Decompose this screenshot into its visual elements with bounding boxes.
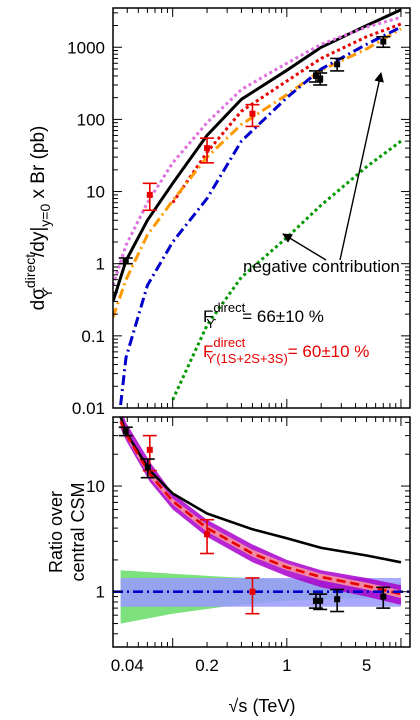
bottom-y-axis-label-line2: central CSM xyxy=(68,482,88,581)
bottom-data-point-6 xyxy=(313,593,328,611)
top-series-line-0 xyxy=(113,8,402,302)
f2-sup: direct xyxy=(213,335,245,350)
top-data-point-6-marker xyxy=(334,61,341,68)
top-data-point-3-marker xyxy=(249,110,256,117)
bottom-data-point-3 xyxy=(200,518,215,555)
top-series-line-4 xyxy=(119,25,402,406)
f1-val: = 66±10 % xyxy=(242,307,324,326)
top-data-point-7 xyxy=(376,35,391,49)
bottom-data-point-3-marker xyxy=(204,531,211,538)
x-tick-label: 5 xyxy=(362,656,371,675)
bottom-panel: 1 10 0.04 0.2 1 5 Ratio over central CSM √s (… xyxy=(46,416,411,716)
ylabel-main: dσ xyxy=(28,288,49,311)
top-data-point-4-marker xyxy=(312,72,319,79)
negative-arrow-blue xyxy=(339,72,384,261)
top-series-line-1 xyxy=(171,22,402,204)
top-data-point-7-marker xyxy=(380,38,387,45)
negative-arrow-green xyxy=(282,233,327,261)
f1-main: F xyxy=(203,307,213,326)
bottom-data-point-7-marker xyxy=(334,596,341,603)
ylabel-sub2: y=0 xyxy=(37,204,53,227)
bottom-series-line-1 xyxy=(119,420,402,596)
bottom-y-tick-label: 10 xyxy=(86,477,105,496)
bottom-data-point-0 xyxy=(118,426,133,437)
f2-sub: ϒ(1S+2S+3S) xyxy=(206,351,288,366)
fraction-upsilon-label: Fdirect ϒ = 66±10 % xyxy=(203,300,324,331)
bottom-data-point-4-marker xyxy=(249,588,256,595)
bottom-band-3 xyxy=(120,417,401,599)
top-y-tick-label: 0.01 xyxy=(72,399,105,418)
ylabel-tail: x Br (pb) xyxy=(28,126,49,204)
top-y-tick-label: 1000 xyxy=(67,38,105,57)
top-data-point-0-marker xyxy=(122,257,129,264)
top-data-point-5 xyxy=(313,72,328,86)
f2-val: = 60±10 % xyxy=(288,342,370,361)
top-data-point-1-marker xyxy=(146,191,153,198)
top-y-tick-label: 10 xyxy=(86,183,105,202)
ylabel-sub: ϒ xyxy=(39,287,55,298)
top-data-point-5-marker xyxy=(317,75,324,82)
bottom-data-point-8-marker xyxy=(380,593,387,600)
bottom-data-point-8 xyxy=(376,586,391,609)
x-tick-label: 0.04 xyxy=(111,656,144,675)
bottom-data-point-7 xyxy=(330,588,345,613)
f1-sup: direct xyxy=(213,300,245,315)
f1-sub: ϒ xyxy=(206,316,216,331)
x-tick-label: 0.2 xyxy=(195,656,219,675)
bottom-data-point-5-marker xyxy=(312,597,319,604)
top-data-point-2 xyxy=(200,137,215,164)
negative-contribution-label: negative contribution xyxy=(243,257,400,276)
top-data-point-1 xyxy=(142,182,157,212)
bottom-y-axis-label-line1: Ratio over xyxy=(46,491,66,573)
top-y-tick-label: 100 xyxy=(77,110,105,129)
bottom-plot-area xyxy=(113,417,410,624)
top-data-point-2-marker xyxy=(204,145,211,152)
fraction-upsilon-states-label: Fdirect ϒ(1S+2S+3S)= 60±10 % xyxy=(203,335,369,366)
x-tick-label: 1 xyxy=(282,656,291,675)
xlabel-sym: √s xyxy=(229,696,248,716)
bottom-axis-ticks: 1 10 0.04 0.2 1 5 xyxy=(86,417,410,675)
bottom-data-point-4 xyxy=(245,577,260,615)
top-series-line-2 xyxy=(113,15,402,286)
top-data-point-6 xyxy=(330,57,345,72)
bottom-data-point-6-marker xyxy=(317,597,324,604)
top-series-line-5 xyxy=(171,139,402,401)
top-y-axis-label: dσdirectϒ/dy|y=0 x Br (pb) xyxy=(22,126,55,311)
top-y-tick-label: 0.1 xyxy=(81,327,105,346)
ylabel-sup: direct xyxy=(22,254,38,288)
bottom-y-tick-label: 1 xyxy=(96,583,105,602)
top-axis-ticks: 0.01 0.1 1 10 100 1000 xyxy=(67,8,410,418)
bottom-data-point-1-marker xyxy=(146,446,153,453)
top-data-point-3 xyxy=(245,103,260,128)
top-y-tick-label: 1 xyxy=(96,255,105,274)
xlabel-rest: (TeV) xyxy=(247,696,295,716)
ylabel-rest: /dy| xyxy=(28,227,49,257)
bottom-data-point-2 xyxy=(140,458,155,479)
bottom-data-point-0-marker xyxy=(122,428,129,435)
top-series-line-3 xyxy=(113,27,402,318)
top-plot-area xyxy=(113,8,402,406)
x-axis-label: √s (TeV) xyxy=(229,696,296,716)
bottom-data-point-2-marker xyxy=(144,464,151,471)
f2-main: F xyxy=(203,342,213,361)
